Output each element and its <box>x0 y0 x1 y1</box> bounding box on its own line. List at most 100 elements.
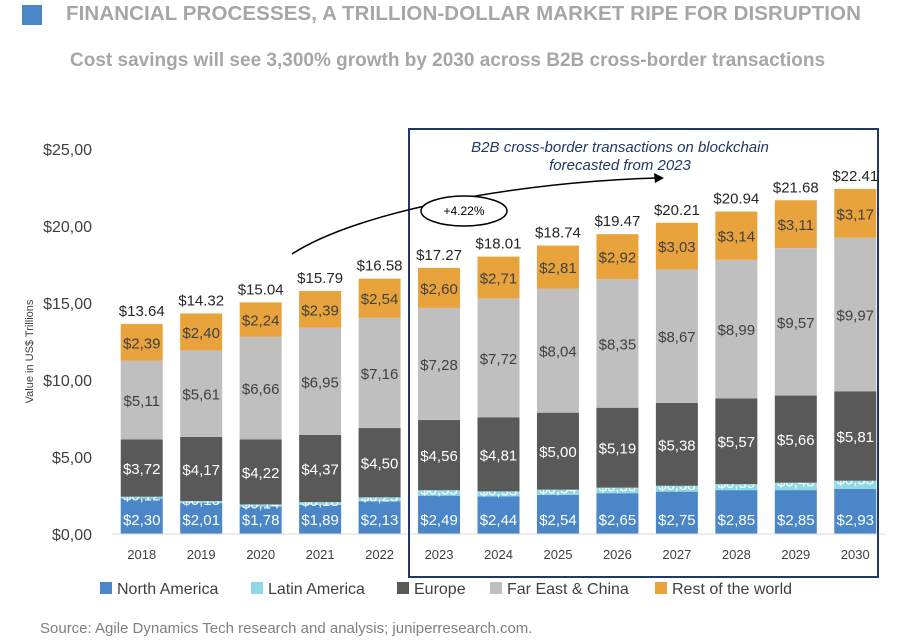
data-label: $5,19 <box>599 441 637 458</box>
data-label: $4,17 <box>182 462 220 479</box>
bar-segment-europe <box>655 402 698 486</box>
bar-segment-europe <box>596 407 639 488</box>
data-label: $8,99 <box>718 322 756 339</box>
data-label: $3,11 <box>778 217 814 234</box>
legend-label: Rest of the world <box>672 581 792 598</box>
data-label: $5,00 <box>539 444 577 461</box>
bar-segment-rest-of-the-world <box>715 211 758 260</box>
bar-segment-north-america <box>774 490 817 534</box>
total-label: $20.94 <box>713 191 759 208</box>
data-label: $2,81 <box>539 260 577 277</box>
bar-segment-europe <box>715 398 758 485</box>
bar-segment-north-america <box>655 491 698 534</box>
legend-swatch <box>100 582 112 594</box>
total-label: $18.74 <box>535 225 581 242</box>
data-label: $4,22 <box>242 465 280 482</box>
total-label: $16.58 <box>357 258 403 275</box>
legend: North America Latin America Europe Far East… <box>100 581 792 598</box>
bar-segment-north-america <box>299 504 342 534</box>
data-label: $6,66 <box>242 381 280 398</box>
x-tick-label: 2030 <box>841 547 870 562</box>
bar-segment-far-east-china <box>596 279 639 408</box>
data-label: $1,78 <box>242 512 280 529</box>
axes-layer: $0,00 $5,00 $10,00 $15,00 $20,00 $25,00 Value … <box>24 142 885 562</box>
bar-segment-rest-of-the-world <box>774 200 817 249</box>
data-label: $9,97 <box>836 307 874 324</box>
data-label: $2,44 <box>480 512 518 529</box>
data-label: $4,37 <box>301 461 339 478</box>
data-label: $2,85 <box>718 512 756 529</box>
data-label: $8,04 <box>539 344 577 361</box>
bar-segment-europe <box>834 391 877 481</box>
bar-segment-europe <box>774 395 817 483</box>
bar-segment-europe <box>418 420 461 491</box>
data-label: $5,57 <box>718 434 756 451</box>
data-label: $2,71 <box>480 271 518 288</box>
bar-segment-latin-america <box>180 501 223 504</box>
y-tick-label: $15,00 <box>43 296 92 313</box>
legend-label: Europe <box>414 581 466 598</box>
bar-segment-rest-of-the-world <box>180 313 223 351</box>
legend-swatch <box>397 582 409 594</box>
bar-segment-rest-of-the-world <box>596 234 639 280</box>
data-label: $5,81 <box>836 429 874 446</box>
x-tick-label: 2021 <box>306 547 335 562</box>
bar-segment-europe <box>299 434 342 503</box>
data-label: $2,60 <box>420 281 458 298</box>
x-tick-label: 2025 <box>544 547 573 562</box>
total-label: $15.04 <box>238 281 284 298</box>
data-label: $3,03 <box>658 239 696 256</box>
data-label: $5,38 <box>658 437 696 454</box>
data-label: $7,72 <box>480 351 518 368</box>
data-label: $2,39 <box>301 302 339 319</box>
bars-layer: $2,30$0,12$3,72$5,11$2,39$13.64$2,01$0,1… <box>119 168 878 534</box>
bar-segment-latin-america <box>239 504 282 507</box>
x-tick-label: 2028 <box>722 547 751 562</box>
data-label: $4,50 <box>361 456 399 473</box>
data-label: $2,93 <box>836 512 874 529</box>
data-label: $9,57 <box>777 315 815 332</box>
bar-segment-rest-of-the-world <box>358 278 401 318</box>
page-title: FINANCIAL PROCESSES, A TRILLION-DOLLAR M… <box>66 2 861 25</box>
total-label: $18.01 <box>476 236 522 253</box>
bar-segment-rest-of-the-world <box>418 267 461 308</box>
x-tick-label: 2024 <box>484 547 513 562</box>
data-label: $8,35 <box>599 336 637 353</box>
y-tick-label: $0,00 <box>52 527 92 544</box>
forecast-box-text-line1: B2B cross-border transactions on blockch… <box>471 139 769 156</box>
bar-segment-latin-america <box>774 482 817 491</box>
source-note: Source: Agile Dynamics Tech research and… <box>40 620 533 637</box>
bar-segment-latin-america <box>536 489 579 495</box>
legend-label: Latin America <box>268 581 365 598</box>
bar-segment-latin-america <box>120 496 163 499</box>
y-tick-label: $5,00 <box>52 450 92 467</box>
data-label: $2,13 <box>361 512 399 529</box>
total-label: $15.79 <box>297 270 343 287</box>
bar-segment-europe <box>180 436 223 502</box>
total-label: $21.68 <box>773 179 819 196</box>
x-tick-label: 2018 <box>127 547 156 562</box>
data-label: $5,61 <box>182 387 220 404</box>
bar-segment-north-america <box>120 498 163 534</box>
bar-segment-latin-america <box>596 487 639 494</box>
data-label: $3,17 <box>836 206 874 223</box>
legend-swatch <box>490 582 502 594</box>
growth-label-oval <box>420 195 508 227</box>
legend-swatch <box>251 582 263 594</box>
data-label: $7,16 <box>361 366 399 383</box>
bar-segment-far-east-china <box>299 327 342 435</box>
data-label: $2,49 <box>420 512 458 529</box>
data-label: $2,54 <box>539 512 577 529</box>
bar-segment-latin-america <box>299 502 342 505</box>
page-subtitle: Cost savings will see 3,300% growth by 2… <box>70 50 826 71</box>
bar-segment-north-america <box>239 506 282 534</box>
bar-segment-rest-of-the-world <box>536 245 579 289</box>
bar-segment-far-east-china <box>655 269 698 403</box>
bar-segment-latin-america <box>834 480 877 489</box>
x-tick-label: 2029 <box>781 547 810 562</box>
data-label: $6,95 <box>301 374 339 391</box>
y-tick-label: $20,00 <box>43 219 92 236</box>
bar-segment-rest-of-the-world <box>477 256 520 299</box>
data-label: $2,65 <box>599 512 637 529</box>
growth-label: +4.22% <box>443 204 484 218</box>
